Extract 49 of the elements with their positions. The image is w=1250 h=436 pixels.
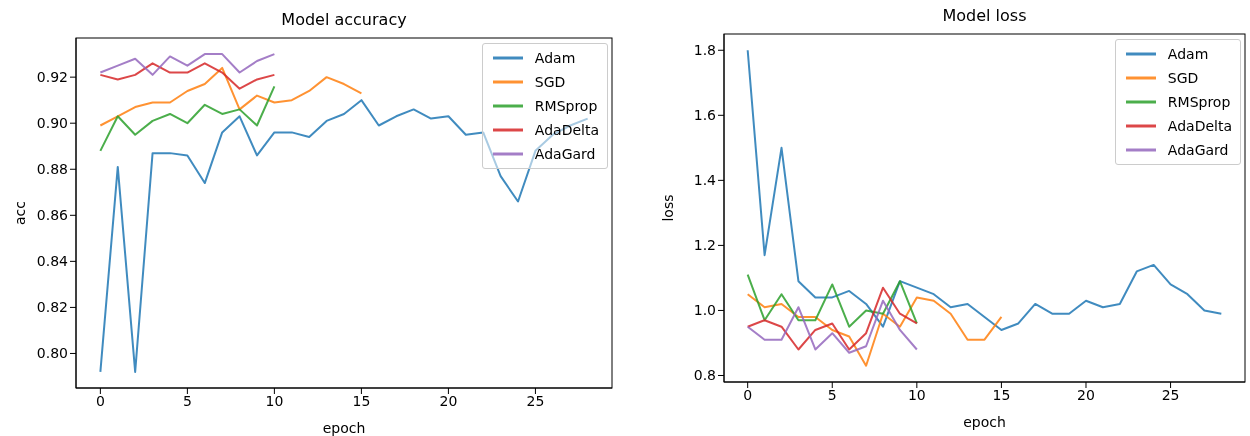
legend-label: Adam bbox=[534, 50, 576, 66]
y-tick-label: 1.8 bbox=[693, 42, 716, 59]
line-series bbox=[746, 286, 918, 351]
y-tick-label: 0.90 bbox=[36, 115, 68, 132]
legend-label: SGD bbox=[534, 74, 566, 90]
line-series bbox=[746, 293, 1003, 367]
x-tick-label: 25 bbox=[526, 392, 545, 409]
y-axis-title: loss bbox=[659, 194, 676, 222]
y-tick-label: 0.8 bbox=[693, 367, 716, 384]
x-tick-label: 0 bbox=[95, 392, 105, 409]
line-series bbox=[99, 66, 363, 127]
y-tick-label: 1.6 bbox=[693, 107, 717, 124]
y-tick-label: 1.0 bbox=[693, 302, 716, 319]
x-tick-label: 20 bbox=[439, 392, 458, 409]
y-axis-title: acc bbox=[11, 201, 28, 225]
y-tick-label: 1.2 bbox=[693, 237, 716, 254]
x-tick-label: 15 bbox=[352, 392, 371, 409]
y-tick-label: 1.4 bbox=[693, 172, 717, 189]
line-series bbox=[99, 85, 276, 152]
legend-label: AdaGard bbox=[534, 146, 596, 162]
x-tick-label: 10 bbox=[265, 392, 284, 409]
legend-label: RMSprop bbox=[1167, 94, 1231, 110]
x-tick-label: 0 bbox=[743, 386, 753, 403]
x-tick-label: 5 bbox=[182, 392, 192, 409]
x-axis-title: epoch bbox=[322, 420, 366, 436]
x-tick-label: 20 bbox=[1077, 386, 1095, 403]
x-tick-label: 10 bbox=[907, 386, 926, 403]
line-series bbox=[99, 62, 276, 90]
legend-label: SGD bbox=[1167, 70, 1199, 86]
x-tick-label: 5 bbox=[827, 386, 837, 403]
y-tick-label: 0.82 bbox=[36, 299, 68, 316]
y-tick-label: 0.84 bbox=[36, 253, 69, 270]
x-tick-label: 15 bbox=[992, 386, 1011, 403]
line-series bbox=[746, 273, 918, 328]
legend-label: AdaDelta bbox=[1167, 118, 1232, 134]
chart-title: Model accuracy bbox=[280, 10, 408, 29]
chart-title: Model loss bbox=[941, 6, 1028, 25]
y-tick-label: 0.88 bbox=[36, 161, 68, 178]
legend-label: AdaGard bbox=[1167, 142, 1229, 158]
x-tick-label: 25 bbox=[1161, 386, 1180, 403]
y-tick-label: 0.80 bbox=[36, 345, 68, 362]
legend-label: Adam bbox=[1167, 46, 1209, 62]
line-series bbox=[746, 299, 918, 354]
legend-label: AdaDelta bbox=[534, 122, 599, 138]
y-tick-label: 0.86 bbox=[36, 207, 69, 224]
legend-label: RMSprop bbox=[534, 98, 598, 114]
x-axis-title: epoch bbox=[963, 414, 1006, 430]
line-series bbox=[99, 53, 276, 76]
y-tick-label: 0.92 bbox=[36, 69, 68, 86]
